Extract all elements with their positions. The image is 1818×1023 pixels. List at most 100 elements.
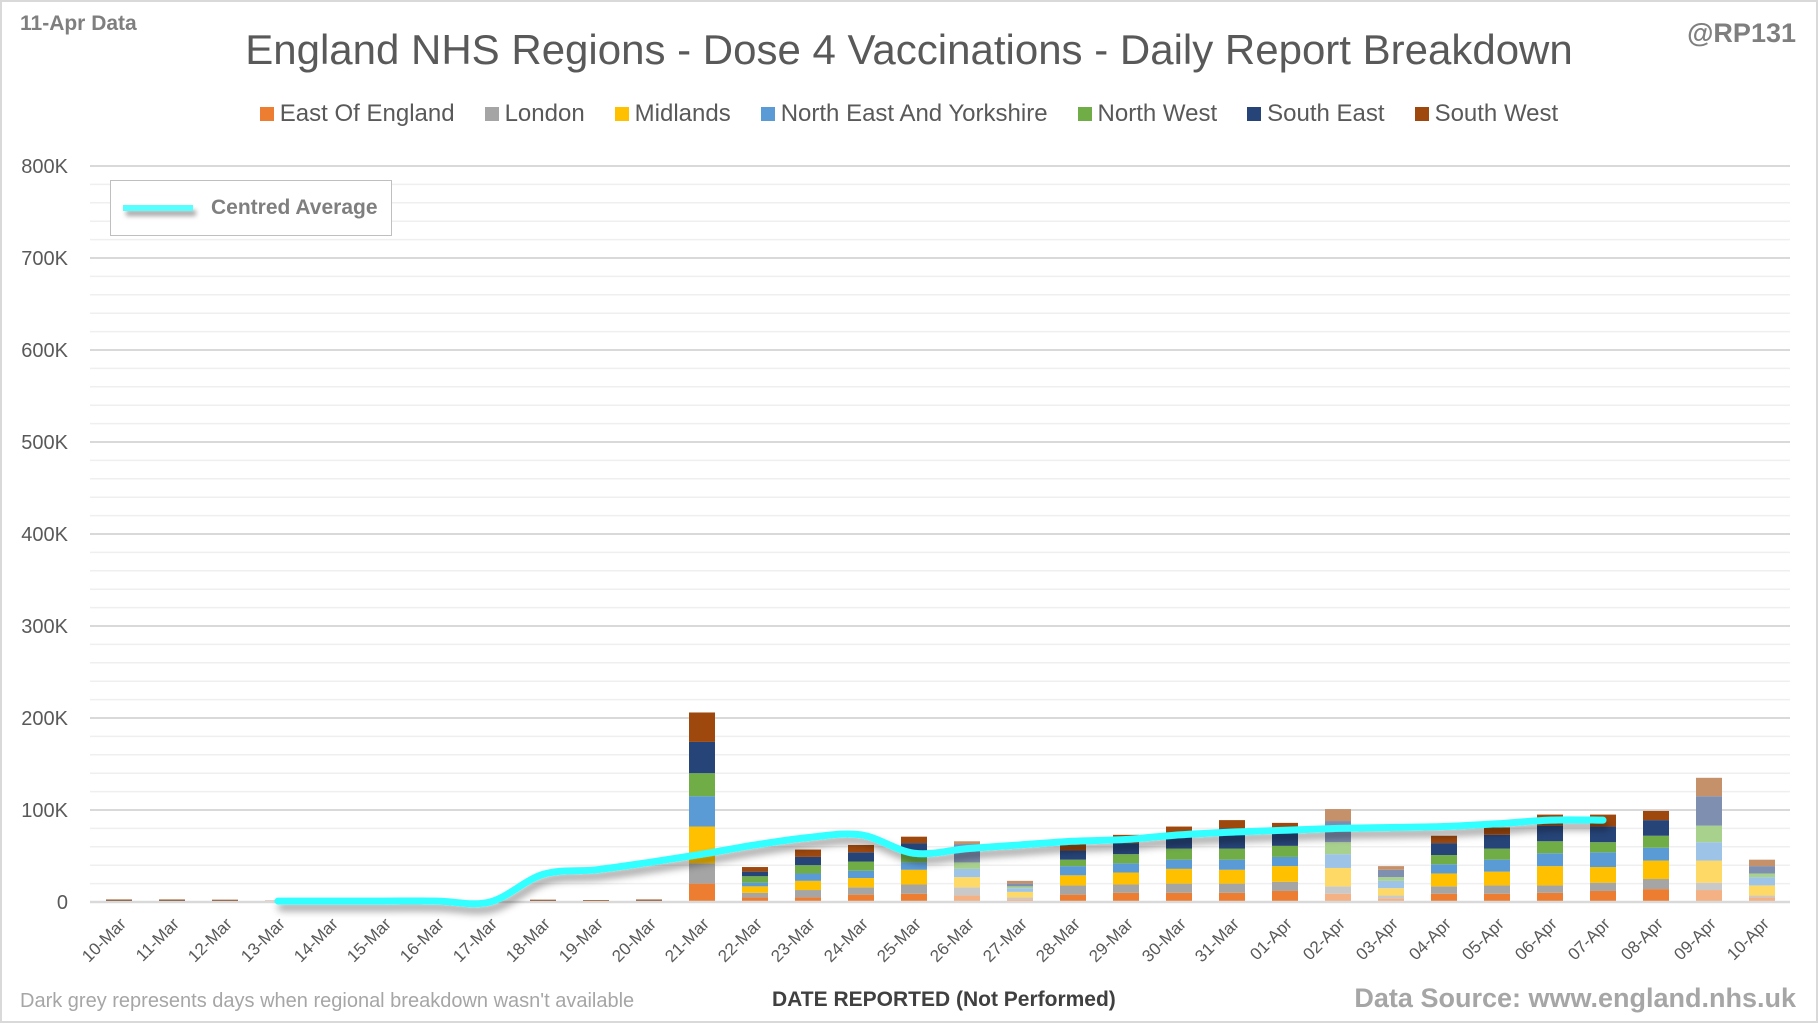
bar-segment xyxy=(1219,848,1245,860)
bar-segment xyxy=(1325,867,1351,887)
bar-segment xyxy=(1749,859,1775,867)
legend-label: London xyxy=(504,100,585,127)
data-source: Data Source: www.england.nhs.uk xyxy=(1354,983,1796,1013)
bar-segment xyxy=(1378,895,1404,899)
x-tick-label: 23-Mar xyxy=(767,914,819,966)
x-tick-label: 18-Mar xyxy=(502,914,554,966)
bar-segment xyxy=(1166,848,1192,860)
bar-segment xyxy=(1219,892,1245,902)
bar-segment xyxy=(1113,892,1139,902)
bar-segment xyxy=(954,841,980,845)
x-tick-label: 08-Apr xyxy=(1617,914,1667,964)
bar-segment xyxy=(212,899,238,901)
bar-segment xyxy=(1007,886,1033,889)
legend-swatch xyxy=(614,107,629,121)
y-tick-label: 700K xyxy=(21,248,68,270)
bar-segment xyxy=(1643,810,1669,821)
bar-segment xyxy=(1431,835,1457,844)
series-legend: East Of England London Midlands North East … xyxy=(0,100,1818,128)
bar-segment xyxy=(954,877,980,888)
bar-segment xyxy=(1219,883,1245,893)
bar-segment xyxy=(848,887,874,895)
bar-segment xyxy=(901,862,927,870)
bar-segment xyxy=(1325,893,1351,902)
bar-segment xyxy=(742,876,768,883)
bar-segment xyxy=(848,894,874,902)
bar-segment xyxy=(1378,888,1404,896)
bar-segment xyxy=(1272,866,1298,882)
bar-segment xyxy=(1007,880,1033,884)
bar-segment xyxy=(1378,898,1404,902)
bar-segment xyxy=(1060,894,1086,902)
legend-label: North East And Yorkshire xyxy=(780,100,1048,127)
bar-segment xyxy=(742,871,768,877)
bar-segment xyxy=(1060,885,1086,895)
y-tick-label: 800K xyxy=(21,156,68,178)
x-tick-label: 24-Mar xyxy=(820,914,872,966)
bar-segment xyxy=(954,862,980,869)
bar-segment xyxy=(1484,827,1510,835)
bar-segment xyxy=(795,890,821,898)
x-tick-label: 25-Mar xyxy=(873,914,925,966)
legend-item-london: London xyxy=(484,100,585,128)
x-tick-label: 21-Mar xyxy=(661,914,713,966)
bar-segment xyxy=(689,712,715,742)
bar-segment xyxy=(1643,860,1669,879)
legend-swatch xyxy=(1414,107,1429,121)
x-tick-label: 06-Apr xyxy=(1511,914,1561,964)
bar-segment xyxy=(1166,826,1192,833)
bar-segment xyxy=(1113,872,1139,885)
bar-segment xyxy=(742,886,768,893)
bar-segment xyxy=(1431,873,1457,887)
x-tick-label: 29-Mar xyxy=(1085,914,1137,966)
bar-segment xyxy=(1378,866,1404,870)
bar-segment xyxy=(1696,825,1722,843)
x-tick-label: 12-Mar xyxy=(184,914,236,966)
bar-segment xyxy=(795,849,821,857)
x-tick-label: 02-Apr xyxy=(1299,914,1349,964)
bar-segment xyxy=(1113,854,1139,864)
x-tick-label: 04-Apr xyxy=(1405,914,1455,964)
bar-segment xyxy=(1113,884,1139,893)
legend-item-north-east-and-yorkshire: North East And Yorkshire xyxy=(760,100,1048,128)
bar-segment xyxy=(1325,886,1351,894)
bar-segment xyxy=(901,851,927,863)
bar-segment xyxy=(1696,860,1722,883)
legend-swatch xyxy=(259,107,274,121)
bar-segment xyxy=(848,861,874,871)
x-tick-label: 19-Mar xyxy=(555,914,607,966)
bar-segment xyxy=(1749,897,1775,902)
bar-segment xyxy=(1696,882,1722,891)
average-legend: Centred Average xyxy=(110,180,392,236)
bar-segment xyxy=(1696,890,1722,902)
x-tick-label: 07-Apr xyxy=(1564,914,1614,964)
bar-segment xyxy=(1166,868,1192,884)
bar-segment xyxy=(742,882,768,887)
bar-segment xyxy=(1749,873,1775,878)
bar-segment xyxy=(1007,899,1033,902)
bar-segment xyxy=(742,867,768,872)
bar-segment xyxy=(1325,842,1351,855)
bar-segment xyxy=(1643,820,1669,836)
x-tick-label: 09-Apr xyxy=(1670,914,1720,964)
legend-swatch xyxy=(484,107,499,121)
legend-item-east-of-england: East Of England xyxy=(259,100,455,128)
x-tick-label: 03-Apr xyxy=(1352,914,1402,964)
legend-label: South East xyxy=(1267,100,1385,127)
x-tick-label: 11-Mar xyxy=(132,914,183,965)
author-handle: @RP131 xyxy=(1687,18,1796,48)
bar-segment xyxy=(1537,841,1563,854)
bar-segment xyxy=(1007,883,1033,887)
y-tick-label: 200K xyxy=(21,708,68,730)
y-tick-label: 0 xyxy=(57,892,68,914)
bar-segment xyxy=(901,869,927,885)
bar-segment xyxy=(1378,880,1404,889)
y-tick-label: 500K xyxy=(21,432,68,454)
bar-segment xyxy=(1484,834,1510,849)
bar-segment xyxy=(954,887,980,896)
bar-segment xyxy=(1484,859,1510,872)
bar-segment xyxy=(795,865,821,874)
x-tick-label: 17-Mar xyxy=(449,914,501,966)
bar-segment xyxy=(1325,809,1351,822)
